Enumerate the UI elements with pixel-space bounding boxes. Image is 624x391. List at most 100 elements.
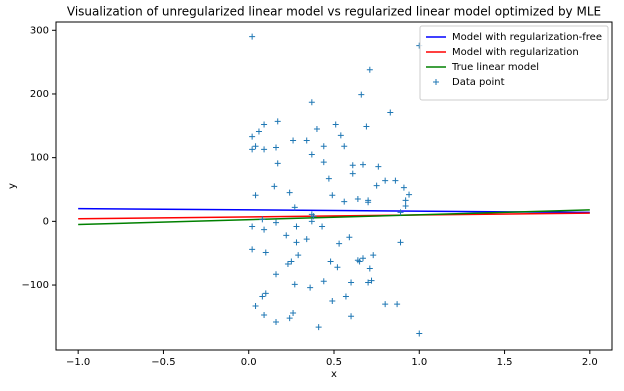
data-point — [327, 258, 334, 265]
data-point — [273, 144, 280, 151]
plot-frame — [55, 21, 613, 351]
data-point — [313, 125, 320, 132]
x-tick-label: 1.5 — [497, 357, 513, 368]
data-point — [387, 109, 394, 116]
data-point — [400, 184, 407, 191]
data-point — [392, 177, 399, 184]
data-point — [252, 303, 259, 310]
data-point — [259, 293, 266, 300]
data-point — [286, 315, 293, 322]
y-tick-label: 100 — [30, 153, 49, 164]
data-point — [308, 99, 315, 106]
data-point — [271, 183, 278, 190]
data-point — [382, 177, 389, 184]
data-point — [348, 279, 355, 286]
data-point — [303, 137, 310, 144]
data-point — [342, 293, 349, 300]
data-point — [402, 203, 409, 210]
data-point — [332, 121, 339, 128]
y-tick-label: 300 — [30, 25, 49, 36]
legend-swatch — [433, 79, 439, 85]
data-point — [375, 163, 382, 170]
data-point — [334, 264, 341, 271]
data-point — [320, 143, 327, 150]
data-point — [320, 159, 327, 166]
data-point — [341, 143, 348, 150]
data-point — [249, 223, 256, 230]
data-point — [274, 118, 281, 125]
data-point — [368, 277, 375, 284]
data-point — [354, 196, 361, 203]
data-point — [402, 197, 409, 204]
x-tick-label: −1.0 — [66, 357, 90, 368]
data-point — [356, 258, 363, 265]
data-point — [290, 137, 297, 144]
model-line — [78, 212, 590, 220]
y-tick-label: 200 — [30, 89, 49, 100]
x-tick-label: 0.0 — [241, 357, 257, 368]
data-point — [261, 226, 268, 233]
data-point — [366, 66, 373, 73]
data-point — [293, 239, 300, 246]
data-point — [288, 258, 295, 265]
data-point — [262, 290, 269, 297]
data-point — [365, 199, 372, 206]
data-point — [397, 239, 404, 246]
legend-label: Model with regularization-free — [452, 32, 602, 43]
data-point — [252, 192, 259, 199]
data-point — [283, 232, 290, 239]
data-point — [349, 170, 356, 177]
data-point — [373, 182, 380, 189]
data-point — [261, 146, 268, 153]
data-point — [273, 219, 280, 226]
x-tick-label: 1.0 — [411, 357, 427, 368]
x-axis-label: x — [331, 369, 337, 380]
data-point — [320, 278, 327, 285]
data-point — [261, 311, 268, 318]
data-point — [336, 240, 343, 247]
data-point — [363, 123, 370, 130]
data-point — [329, 297, 336, 304]
data-point — [358, 91, 365, 98]
y-tick-label: −100 — [22, 280, 49, 291]
data-point — [252, 143, 259, 150]
data-point — [370, 252, 377, 259]
data-point — [255, 128, 262, 135]
legend-box — [419, 25, 609, 101]
data-point — [348, 313, 355, 320]
y-axis-label: y — [7, 183, 18, 189]
data-point — [382, 301, 389, 308]
data-point — [286, 189, 293, 196]
legend-label: True linear model — [451, 62, 539, 73]
legend-label: Data point — [452, 77, 505, 88]
data-point — [365, 279, 372, 286]
data-point — [295, 252, 302, 259]
data-point — [319, 223, 326, 230]
data-point — [337, 132, 344, 139]
data-point — [341, 198, 348, 205]
data-point — [293, 223, 300, 230]
data-point — [416, 330, 423, 337]
data-point — [310, 213, 317, 220]
y-tick-label: 0 — [43, 216, 49, 227]
data-point — [290, 310, 297, 317]
data-point — [406, 191, 413, 198]
data-point — [349, 162, 356, 169]
data-point — [273, 271, 280, 278]
data-point — [346, 234, 353, 241]
x-tick-label: 0.5 — [326, 357, 342, 368]
data-point — [397, 209, 404, 216]
data-point — [291, 281, 298, 288]
legend-label: Model with regularization — [452, 47, 579, 58]
data-point — [249, 33, 256, 40]
data-point — [262, 249, 269, 256]
data-point — [249, 133, 256, 140]
data-point — [249, 146, 256, 153]
data-point — [394, 301, 401, 308]
data-point — [366, 265, 373, 272]
data-point — [359, 255, 366, 262]
data-point — [259, 216, 266, 223]
x-tick-label: 2.0 — [582, 357, 598, 368]
chart-title: Visualization of unregularized linear mo… — [67, 5, 601, 19]
data-point — [274, 160, 281, 167]
